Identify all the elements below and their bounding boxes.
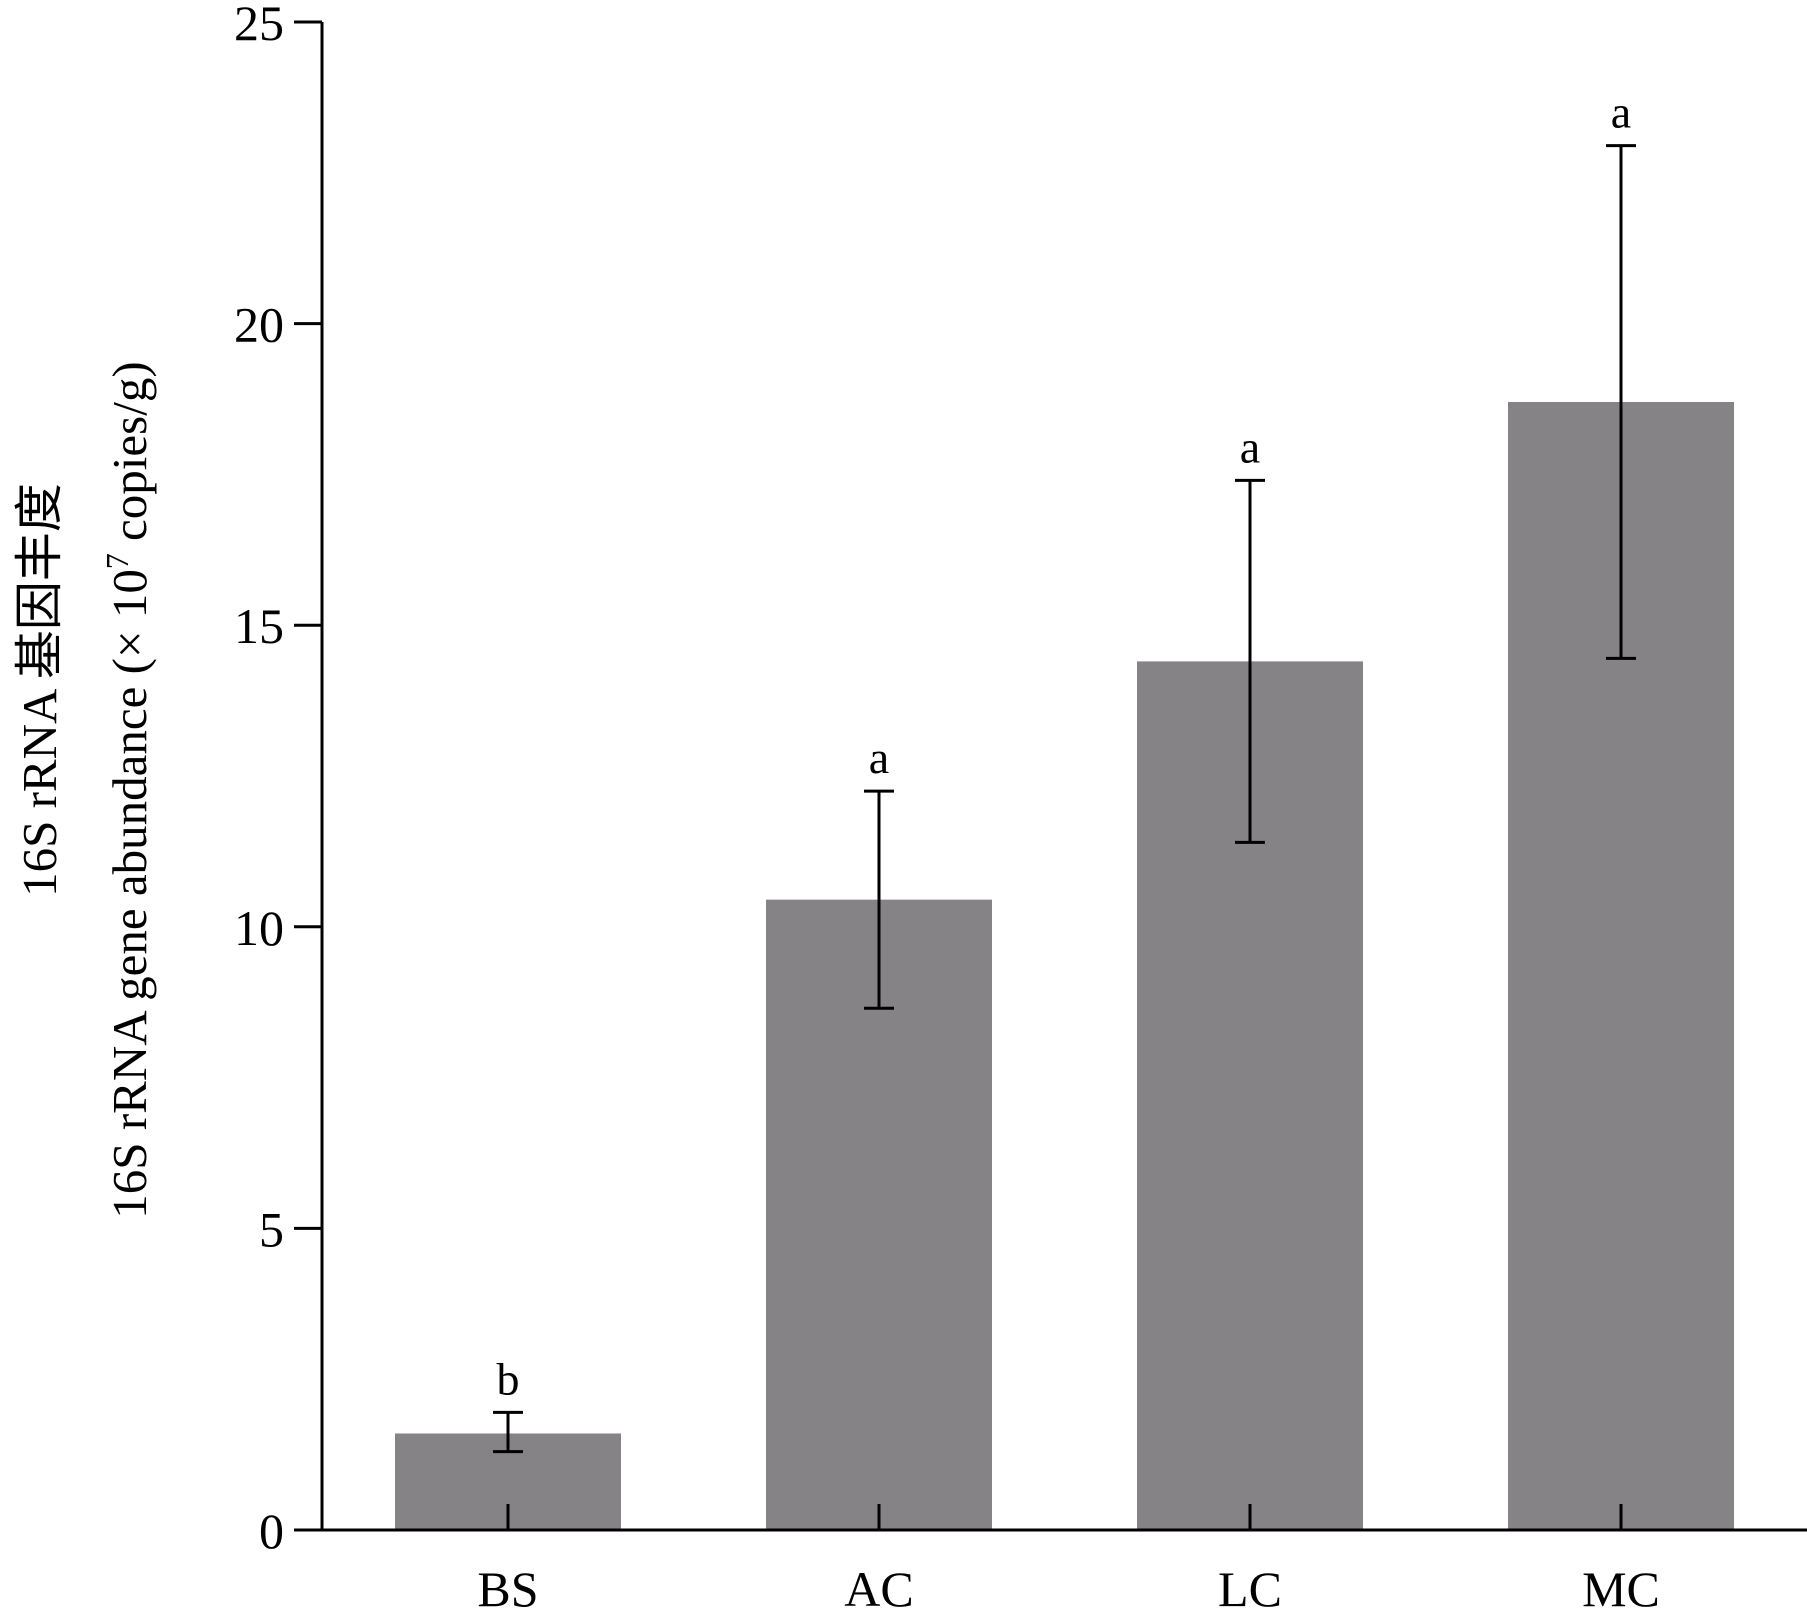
x-tick-label-ac: AC xyxy=(844,1561,913,1611)
y-tick-label: 0 xyxy=(259,1503,284,1559)
bars-layer xyxy=(395,402,1734,1530)
y-axis-label-line2: 16S rRNA gene abundance (× 107 copies/g) xyxy=(99,361,157,1218)
x-tick-label-mc: MC xyxy=(1582,1561,1660,1611)
ticks-layer xyxy=(294,20,1623,1532)
x-tick-label-lc: LC xyxy=(1218,1561,1282,1611)
y-tick-label: 25 xyxy=(234,0,284,51)
axes-layer xyxy=(320,22,1807,1532)
significance-letter-lc: a xyxy=(1240,421,1260,472)
significance-letter-ac: a xyxy=(869,732,889,783)
y-tick-label: 15 xyxy=(234,598,284,654)
x-tick-label-bs: BS xyxy=(477,1561,538,1611)
y-tick-label: 5 xyxy=(259,1201,284,1257)
labels-layer: 0 5 10 15 20 25 BS b AC a LC a MC a xyxy=(234,0,1660,1611)
y-axis-label-line1: 16S rRNA 基因丰度 xyxy=(12,483,67,897)
significance-letter-bs: b xyxy=(497,1353,520,1404)
y-axis-label-main: 16S rRNA gene abundance (× 10 xyxy=(102,569,157,1219)
y-axis-label-tail: copies/g) xyxy=(102,361,157,553)
y-tick-label: 20 xyxy=(234,297,284,353)
y-axis-label-superscript: 7 xyxy=(99,553,135,569)
y-tick-label: 10 xyxy=(234,900,284,956)
error-bars-layer xyxy=(493,144,1636,1454)
significance-letter-mc: a xyxy=(1611,87,1631,138)
